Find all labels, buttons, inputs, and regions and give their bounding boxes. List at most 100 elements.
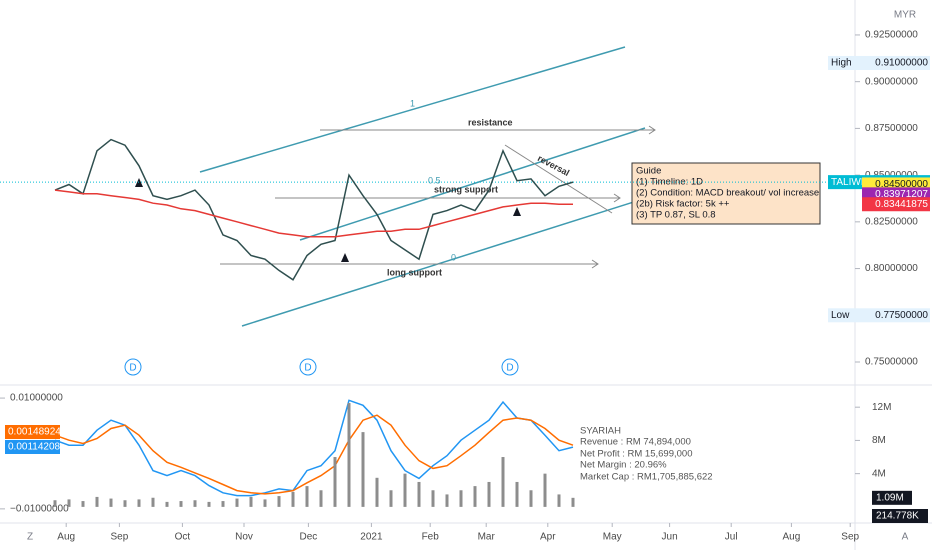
y-tick-label: −0.01000000	[10, 504, 69, 515]
volume-bar	[319, 490, 323, 507]
last-label-bg	[872, 490, 912, 505]
volume-bar	[487, 481, 491, 507]
info-line: Market Cap : RM1,705,885,622	[580, 472, 713, 483]
corner-button[interactable]: Z	[27, 532, 33, 543]
arrow	[648, 125, 656, 135]
reversal-line	[504, 144, 613, 214]
price-label: 0.84500000	[875, 179, 928, 190]
guide-line: (2b) Risk factor: 5k ++	[636, 199, 730, 210]
volume-bar	[431, 490, 435, 507]
signal-marker	[513, 207, 521, 216]
series-line	[54, 414, 574, 495]
volume-bar	[557, 494, 561, 507]
marker-label: D	[506, 363, 513, 374]
guide-line: (2) Condition: MACD breakout/ vol increa…	[636, 188, 819, 199]
volume-bar	[179, 501, 183, 507]
volume-bar	[151, 497, 155, 507]
annotation: resistance	[468, 117, 513, 127]
volume-bar	[389, 490, 393, 507]
volume-bar	[95, 496, 99, 507]
y-tick-label: 0.92500000	[865, 30, 918, 41]
volume-bar	[123, 500, 127, 507]
fib-label: 0	[451, 252, 456, 262]
price-label-bg	[862, 197, 930, 212]
volume-bar	[417, 481, 421, 507]
series-line	[54, 399, 574, 497]
fib-label: 1	[410, 98, 415, 108]
y2-tick-label: 4M	[872, 468, 886, 479]
marker-label: D	[304, 363, 311, 374]
x-tick-label: Feb	[422, 532, 440, 543]
series-line	[54, 189, 574, 238]
volume-bar	[305, 486, 309, 507]
x-tick-label: Mar	[478, 532, 496, 543]
price-label-name: Low	[831, 310, 850, 321]
price-label-bg	[828, 308, 930, 323]
last-label: 0.00148924	[8, 427, 61, 438]
info-line: SYARIAH	[580, 426, 621, 437]
x-tick-label: Apr	[540, 532, 556, 543]
x-tick-label: Aug	[57, 532, 75, 543]
price-label-name: High	[831, 58, 852, 69]
volume-bar	[445, 494, 449, 507]
volume-bar	[333, 457, 337, 507]
price-label-name: TALIWRK	[831, 177, 875, 188]
price-label: 0.91000000	[875, 58, 928, 69]
x-tick-label: Nov	[235, 532, 253, 543]
guide-line: (3) TP 0.87, SL 0.8	[636, 210, 716, 221]
channel-lower	[241, 199, 641, 327]
volume-bar	[459, 490, 463, 507]
x-tick-label: Dec	[300, 532, 318, 543]
last-label: 0.00114208	[8, 442, 61, 453]
guide-box: Guide (1) Timeline: 1D (2) Condition: MA…	[631, 162, 821, 225]
y-tick-label: 0.90000000	[865, 76, 918, 87]
volume-bar	[193, 500, 197, 507]
x-tick-label: Aug	[783, 532, 801, 543]
volume-bar	[53, 500, 57, 507]
y2-tick-label: 12M	[872, 402, 891, 413]
y-tick-label: 0.82500000	[865, 216, 918, 227]
volume-bar	[291, 491, 295, 507]
volume-bar	[571, 497, 575, 507]
volume-ma-label: 214.778K	[876, 511, 919, 522]
x-tick-label: Oct	[175, 532, 191, 543]
annotation: long support	[387, 267, 442, 277]
y-tick-label: 0.87500000	[865, 123, 918, 134]
volume-bar	[67, 499, 71, 507]
volume-bar	[361, 432, 365, 507]
arrow	[591, 259, 599, 269]
volume-bar	[109, 498, 113, 507]
marker-circle	[501, 358, 519, 376]
volume-bar	[277, 496, 281, 507]
channel-middle	[299, 127, 646, 241]
drawings	[135, 46, 656, 327]
volume-bar	[235, 498, 239, 507]
x-tick-label: Sep	[111, 532, 129, 543]
last-label: 1.09M	[876, 492, 904, 503]
signal-marker	[341, 253, 349, 262]
volume-bar	[263, 499, 267, 507]
volume-bar	[375, 477, 379, 507]
guide-line: Guide	[636, 166, 661, 177]
last-label-bg	[5, 440, 60, 454]
corner-button[interactable]: A	[902, 532, 909, 543]
y-tick-label: 0.75000000	[865, 357, 918, 368]
price-label: 0.77500000	[875, 310, 928, 321]
price-label-bg	[828, 55, 930, 70]
last-label-bg	[5, 425, 60, 439]
currency: MYR	[894, 10, 916, 21]
volume-bar	[347, 403, 351, 507]
channel-upper	[199, 46, 626, 173]
marker-label: D	[129, 363, 136, 374]
marker-circle	[299, 358, 317, 376]
volume-bar	[501, 457, 505, 507]
volume-ma-bg	[872, 509, 928, 523]
volume-bar	[543, 473, 547, 507]
price-label: 0.83971207	[875, 189, 928, 200]
y-tick-label: 0.80000000	[865, 263, 918, 274]
info-line: Net Profit : RM 15,699,000	[580, 449, 692, 460]
fib-label: 0.5	[428, 175, 441, 185]
series-line	[54, 138, 574, 281]
volume-bar	[515, 481, 519, 507]
volume-bar	[473, 486, 477, 507]
